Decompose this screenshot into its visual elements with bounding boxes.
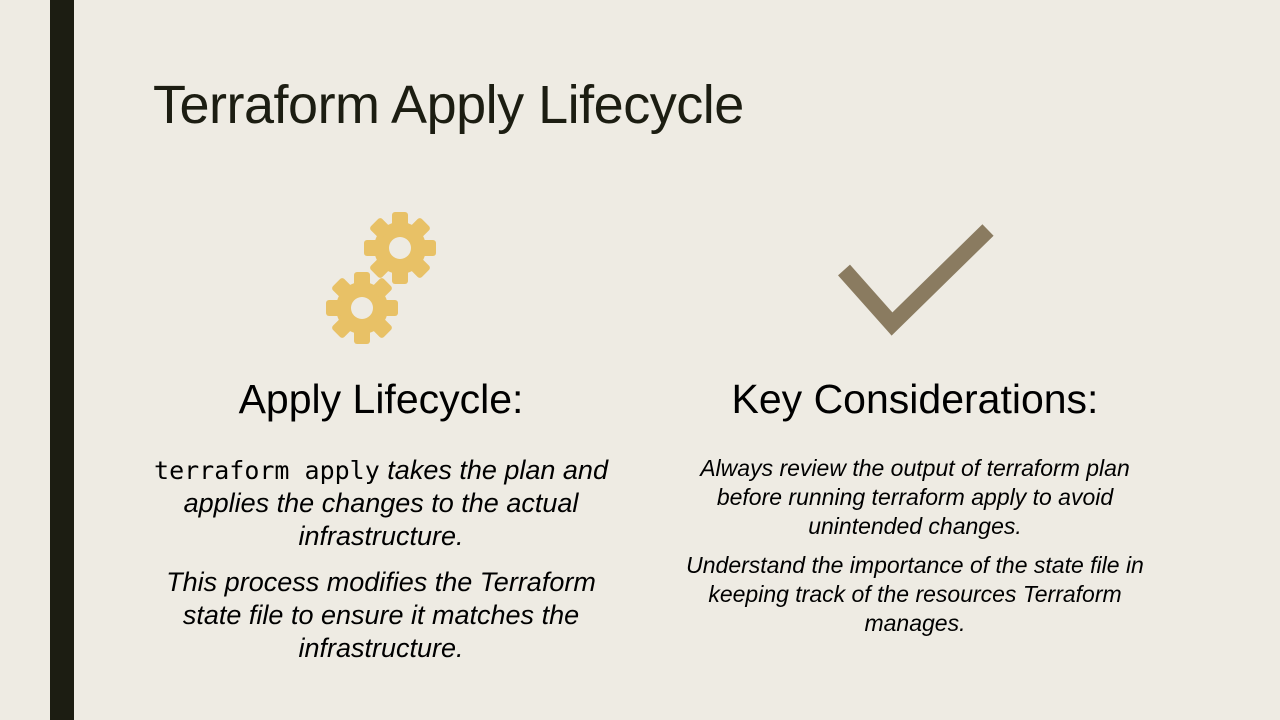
accent-bar: [50, 0, 74, 720]
gears-icon: [320, 208, 442, 348]
apply-lifecycle-paragraph-2: This process modifies the Terraform stat…: [166, 567, 596, 663]
apply-lifecycle-paragraph-1: terraform apply takes the plan and appli…: [150, 454, 612, 553]
terraform-apply-code: terraform apply: [154, 456, 380, 485]
slide-title: Terraform Apply Lifecycle: [153, 75, 744, 135]
apply-lifecycle-body: terraform apply takes the plan and appli…: [150, 454, 612, 678]
key-considerations-paragraph-1: Always review the output of terraform pl…: [700, 455, 1130, 539]
key-considerations-paragraph-2: Understand the importance of the state f…: [686, 552, 1144, 636]
key-considerations-body: Always review the output of terraform pl…: [682, 454, 1148, 648]
key-considerations-heading: Key Considerations:: [731, 376, 1099, 422]
checkmark-icon: [836, 222, 996, 338]
apply-lifecycle-heading: Apply Lifecycle:: [238, 376, 524, 422]
apply-lifecycle-paragraph-1-text: takes the plan and applies the changes t…: [183, 455, 608, 551]
